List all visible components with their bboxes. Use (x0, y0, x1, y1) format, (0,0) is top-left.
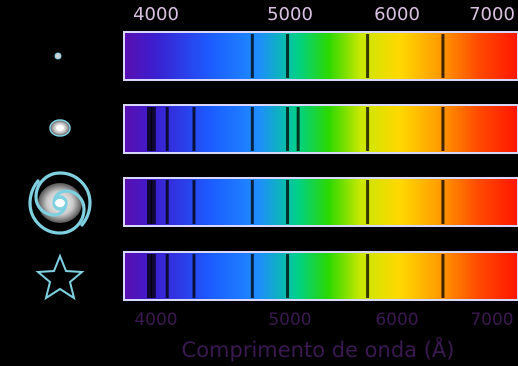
absorption-line (165, 107, 169, 151)
spectrum-strip (123, 104, 518, 154)
absorption-line (366, 107, 370, 151)
spectrum-strip (123, 251, 518, 301)
spectrum-strip (123, 177, 518, 227)
absorption-line (150, 107, 156, 151)
object-icons (28, 52, 92, 301)
bottom-tick-label: 4000 (134, 310, 177, 330)
absorption-line (192, 254, 196, 298)
absorption-line (165, 180, 169, 224)
absorption-line (165, 254, 169, 298)
absorption-line (250, 254, 254, 298)
small-dot-galaxy-icon (54, 52, 62, 60)
absorption-line (366, 254, 370, 298)
bottom-tick-label: 6000 (375, 310, 418, 330)
top-tick-label: 6000 (374, 4, 420, 25)
bottom-tick-label: 5000 (268, 310, 311, 330)
bottom-tick-label: 7000 (470, 310, 513, 330)
absorption-line (147, 254, 153, 298)
absorption-line (192, 107, 196, 151)
elliptical-galaxy-icon (49, 119, 71, 137)
absorption-line (441, 34, 445, 78)
axis-title: Comprimento de onda (Å) (182, 336, 455, 362)
top-tick-label: 7000 (469, 4, 515, 25)
absorption-line (366, 180, 370, 224)
absorption-line (150, 254, 156, 298)
absorption-line (441, 180, 445, 224)
absorption-line (366, 34, 370, 78)
absorption-line (192, 180, 196, 224)
absorption-line (150, 180, 156, 224)
absorption-line (250, 34, 254, 78)
spectrum-strip (123, 31, 518, 81)
absorption-line (250, 180, 254, 224)
absorption-line (286, 107, 289, 151)
absorption-line (441, 254, 445, 298)
absorption-line (296, 107, 300, 151)
absorption-line (441, 107, 445, 151)
absorption-line (147, 107, 153, 151)
spectra-strips (123, 31, 518, 301)
bottom-axis: 4000 5000 6000 7000 Comprimento de onda … (134, 310, 513, 362)
absorption-line (286, 34, 289, 78)
absorption-line (286, 254, 289, 298)
star-icon (35, 253, 85, 301)
absorption-line (147, 180, 153, 224)
spiral-galaxy-icon (28, 171, 92, 235)
top-axis: 4000 5000 6000 7000 (133, 4, 515, 25)
absorption-line (286, 180, 289, 224)
top-tick-label: 4000 (133, 4, 179, 25)
absorption-line (250, 107, 254, 151)
top-tick-label: 5000 (267, 4, 313, 25)
